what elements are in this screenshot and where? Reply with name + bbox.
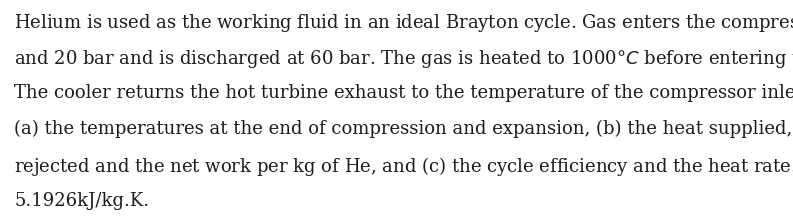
Text: (a) the temperatures at the end of compression and expansion, (b) the heat suppl: (a) the temperatures at the end of compr… (14, 120, 793, 138)
Text: The cooler returns the hot turbine exhaust to the temperature of the compressor : The cooler returns the hot turbine exhau… (14, 84, 793, 102)
Text: 5.1926kJ/kg.K.: 5.1926kJ/kg.K. (14, 192, 149, 210)
Text: Helium is used as the working fluid in an ideal Brayton cycle. Gas enters the co: Helium is used as the working fluid in a… (14, 12, 793, 34)
Text: and 20 bar and is discharged at 60 bar. The gas is heated to 1000°$\mathit{C}$ b: and 20 bar and is discharged at 60 bar. … (14, 48, 793, 70)
Text: rejected and the net work per kg of He, and (c) the cycle efficiency and the hea: rejected and the net work per kg of He, … (14, 156, 793, 181)
